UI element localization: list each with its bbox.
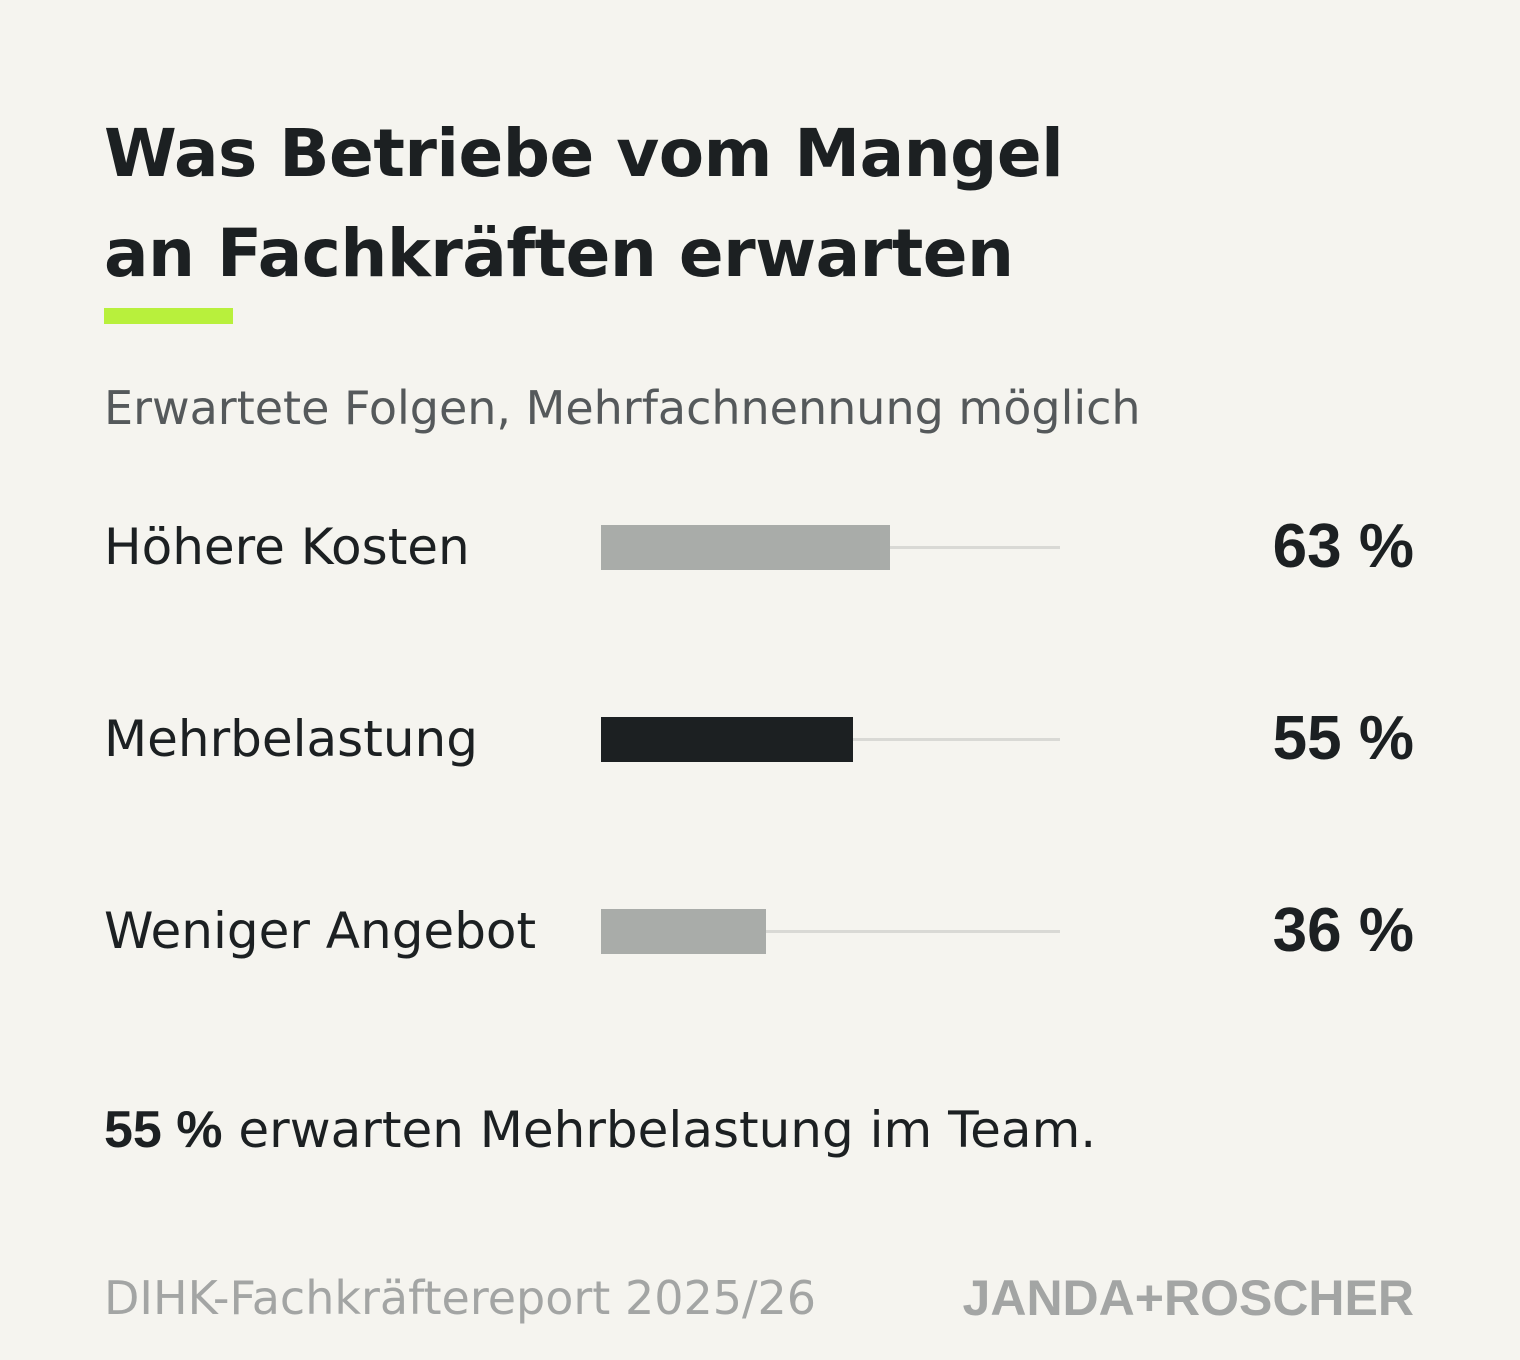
bar [601,717,853,762]
chart-title-line-1: Was Betriebe vom Mangel [104,115,1064,192]
source-credit: DIHK-Fachkräftereport 2025/26 [104,1271,817,1325]
bar [601,909,766,954]
bar-row: Mehrbelastung 55 % [0,689,1520,789]
chart-title: Was Betriebe vom Mangel an Fachkräften e… [104,104,1154,304]
key-takeaway: 55 % erwarten Mehrbelastung im Team. [104,1098,1096,1162]
value-label: 63 % [1272,512,1414,581]
value-label: 36 % [1272,896,1414,965]
chart-subtitle: Erwartete Folgen, Mehrfachnennung möglic… [104,381,1141,435]
bar-row: Höhere Kosten 63 % [0,497,1520,597]
brand-logo: JANDA+ROSCHER [962,1270,1414,1326]
key-takeaway-text: erwarten Mehrbelastung im Team. [222,1101,1097,1159]
bar-track [601,930,1060,933]
bar-row: Weniger Angebot 36 % [0,881,1520,981]
accent-underline [104,308,233,324]
category-label: Weniger Angebot [104,902,537,960]
category-label: Höhere Kosten [104,518,470,576]
bar [601,525,890,570]
chart-title-line-2: an Fachkräften erwarten [104,215,1014,292]
category-label: Mehrbelastung [104,710,478,768]
value-label: 55 % [1272,704,1414,773]
key-takeaway-value: 55 % [104,1101,223,1159]
